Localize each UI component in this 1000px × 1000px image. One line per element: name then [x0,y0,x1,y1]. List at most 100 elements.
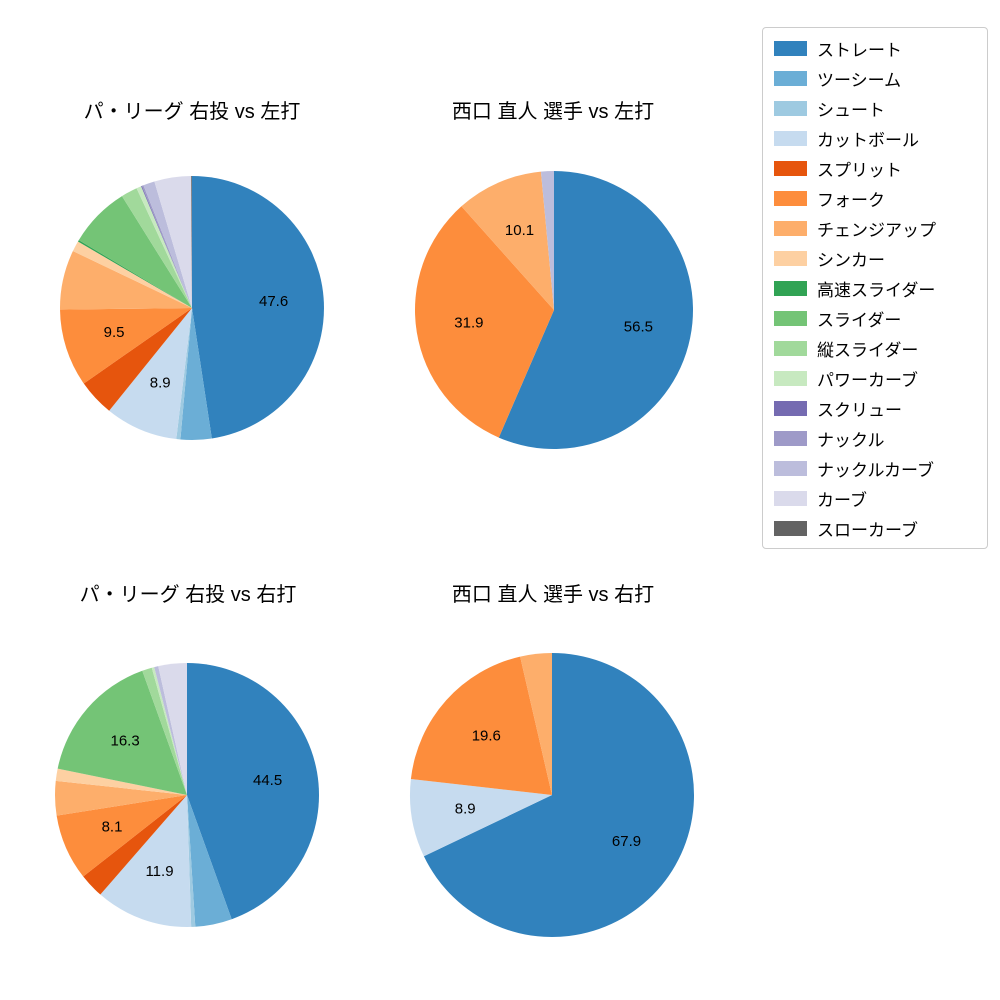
pie-chart-nishiguchi-vs-left: 56.5 31.9 10.1 [414,171,693,449]
legend-label: ナックル [817,430,885,450]
legend-swatch [774,220,807,236]
pie-slice [83,308,192,411]
legend-swatch [774,160,807,176]
legend-swatch [774,370,807,386]
pie-percent-label: 11.9 [145,863,173,880]
pie-slice [498,171,693,449]
pie-slice [180,308,212,440]
pie-slice [410,778,552,857]
pie-slice [72,241,192,308]
legend-label: シュート [817,100,885,120]
legend-swatch [774,190,807,206]
legend-swatch [774,130,807,146]
pie-slice [141,185,192,308]
pie-slice [423,653,695,937]
pie-slice [176,308,192,440]
pie-slice [187,663,320,920]
chart-title-pa-league-vs-right: パ・リーグ 右投 vs 右打 [79,584,297,606]
pie-slice [187,795,196,927]
legend-label: ストレート [817,40,902,60]
pie-percent-label: 31.9 [454,315,483,332]
pie-slice [56,795,187,877]
legend-label: 縦スライダー [817,340,919,360]
pie-slice [414,206,554,438]
pie-slice [151,667,187,795]
pie-slice [410,656,552,795]
legend-item: シンカー [774,247,976,270]
legend-swatch [774,430,807,446]
legend-item: パワーカーブ [774,367,976,390]
pie-slice [143,181,192,308]
pie-chart-pa-league-vs-right: 44.5 11.9 8.1 16.3 [55,663,320,927]
pie-percent-label: 47.6 [259,293,288,310]
pie-slice [77,240,192,308]
legend-label: シンカー [817,250,885,270]
legend-item: スクリュー [774,397,976,420]
legend-item: ナックルカーブ [774,457,976,480]
chart-title-pa-league-vs-left: パ・リーグ 右投 vs 左打 [83,101,301,123]
legend-swatch [774,250,807,266]
pie-slice [83,795,187,895]
legend-swatch [774,70,807,86]
pie-slice [121,188,192,308]
legend-swatch [774,310,807,326]
pie-chart-nishiguchi-vs-right: 67.9 8.9 19.6 [410,653,695,937]
legend-item: カーブ [774,487,976,510]
pie-slice [154,176,192,308]
pie-slice [100,795,192,927]
pie-percent-label: 10.1 [505,222,534,239]
legend-item: スプリット [774,157,976,180]
legend-label: パワーカーブ [817,370,918,390]
pie-slice [187,795,232,927]
chart-title-nishiguchi-vs-right: 西口 直人 選手 vs 右打 [451,584,655,606]
pie-slice [154,666,187,795]
pie-percent-label: 19.6 [472,727,501,744]
legend-item: シュート [774,97,976,120]
pie-slice [60,308,193,384]
legend-label: カーブ [817,490,867,510]
legend-item: スライダー [774,307,976,330]
pie-slice [141,185,192,308]
legend-swatch [774,340,807,356]
legend-swatch [774,460,807,476]
legend-label: 高速スライダー [817,280,936,300]
pie-percent-label: 9.5 [104,324,125,341]
pie-slice [540,171,554,310]
legend-label: スライダー [817,310,902,330]
chart-title-nishiguchi-vs-left: 西口 直人 選手 vs 左打 [451,101,655,123]
legend-item: 高速スライダー [774,277,976,300]
pie-slice [192,176,324,439]
pie-slice [520,653,552,795]
pie-slice [57,670,187,795]
pie-percent-label: 67.9 [612,833,641,850]
legend-item: ツーシーム [774,67,976,90]
legend-label: チェンジアップ [817,220,936,240]
legend-swatch [774,280,807,296]
legend-swatch [774,520,807,536]
legend-label: ナックルカーブ [817,460,934,480]
pie-percent-label: 8.1 [102,819,123,836]
pie-percent-label: 56.5 [624,318,653,335]
legend-label: フォーク [817,190,885,210]
pie-slice [461,171,554,310]
legend-swatch [774,100,807,116]
pie-chart-pa-league-vs-left: 47.6 8.9 9.5 [59,175,324,440]
pie-slice [78,196,192,308]
legend-item: チェンジアップ [774,217,976,240]
legend-item: フォーク [774,187,976,210]
legend-label: カットボール [817,130,919,150]
pie-percent-label: 8.9 [150,374,171,391]
legend: ストレートツーシームシュートカットボールスプリットフォークチェンジアップ シンカー… [762,27,988,549]
legend-item: ナックル [774,427,976,450]
legend-label: ツーシーム [817,70,902,90]
legend-swatch [774,40,807,56]
pie-percent-label: 16.3 [110,732,139,749]
legend-item: 縦スライダー [774,337,976,360]
pie-slice [55,780,187,816]
pie-slice [55,768,187,795]
legend-swatch [774,490,807,506]
legend-item: カットボール [774,127,976,150]
pie-slice [191,175,192,308]
legend-item: ストレート [774,37,976,60]
legend-label: スクリュー [817,400,902,420]
